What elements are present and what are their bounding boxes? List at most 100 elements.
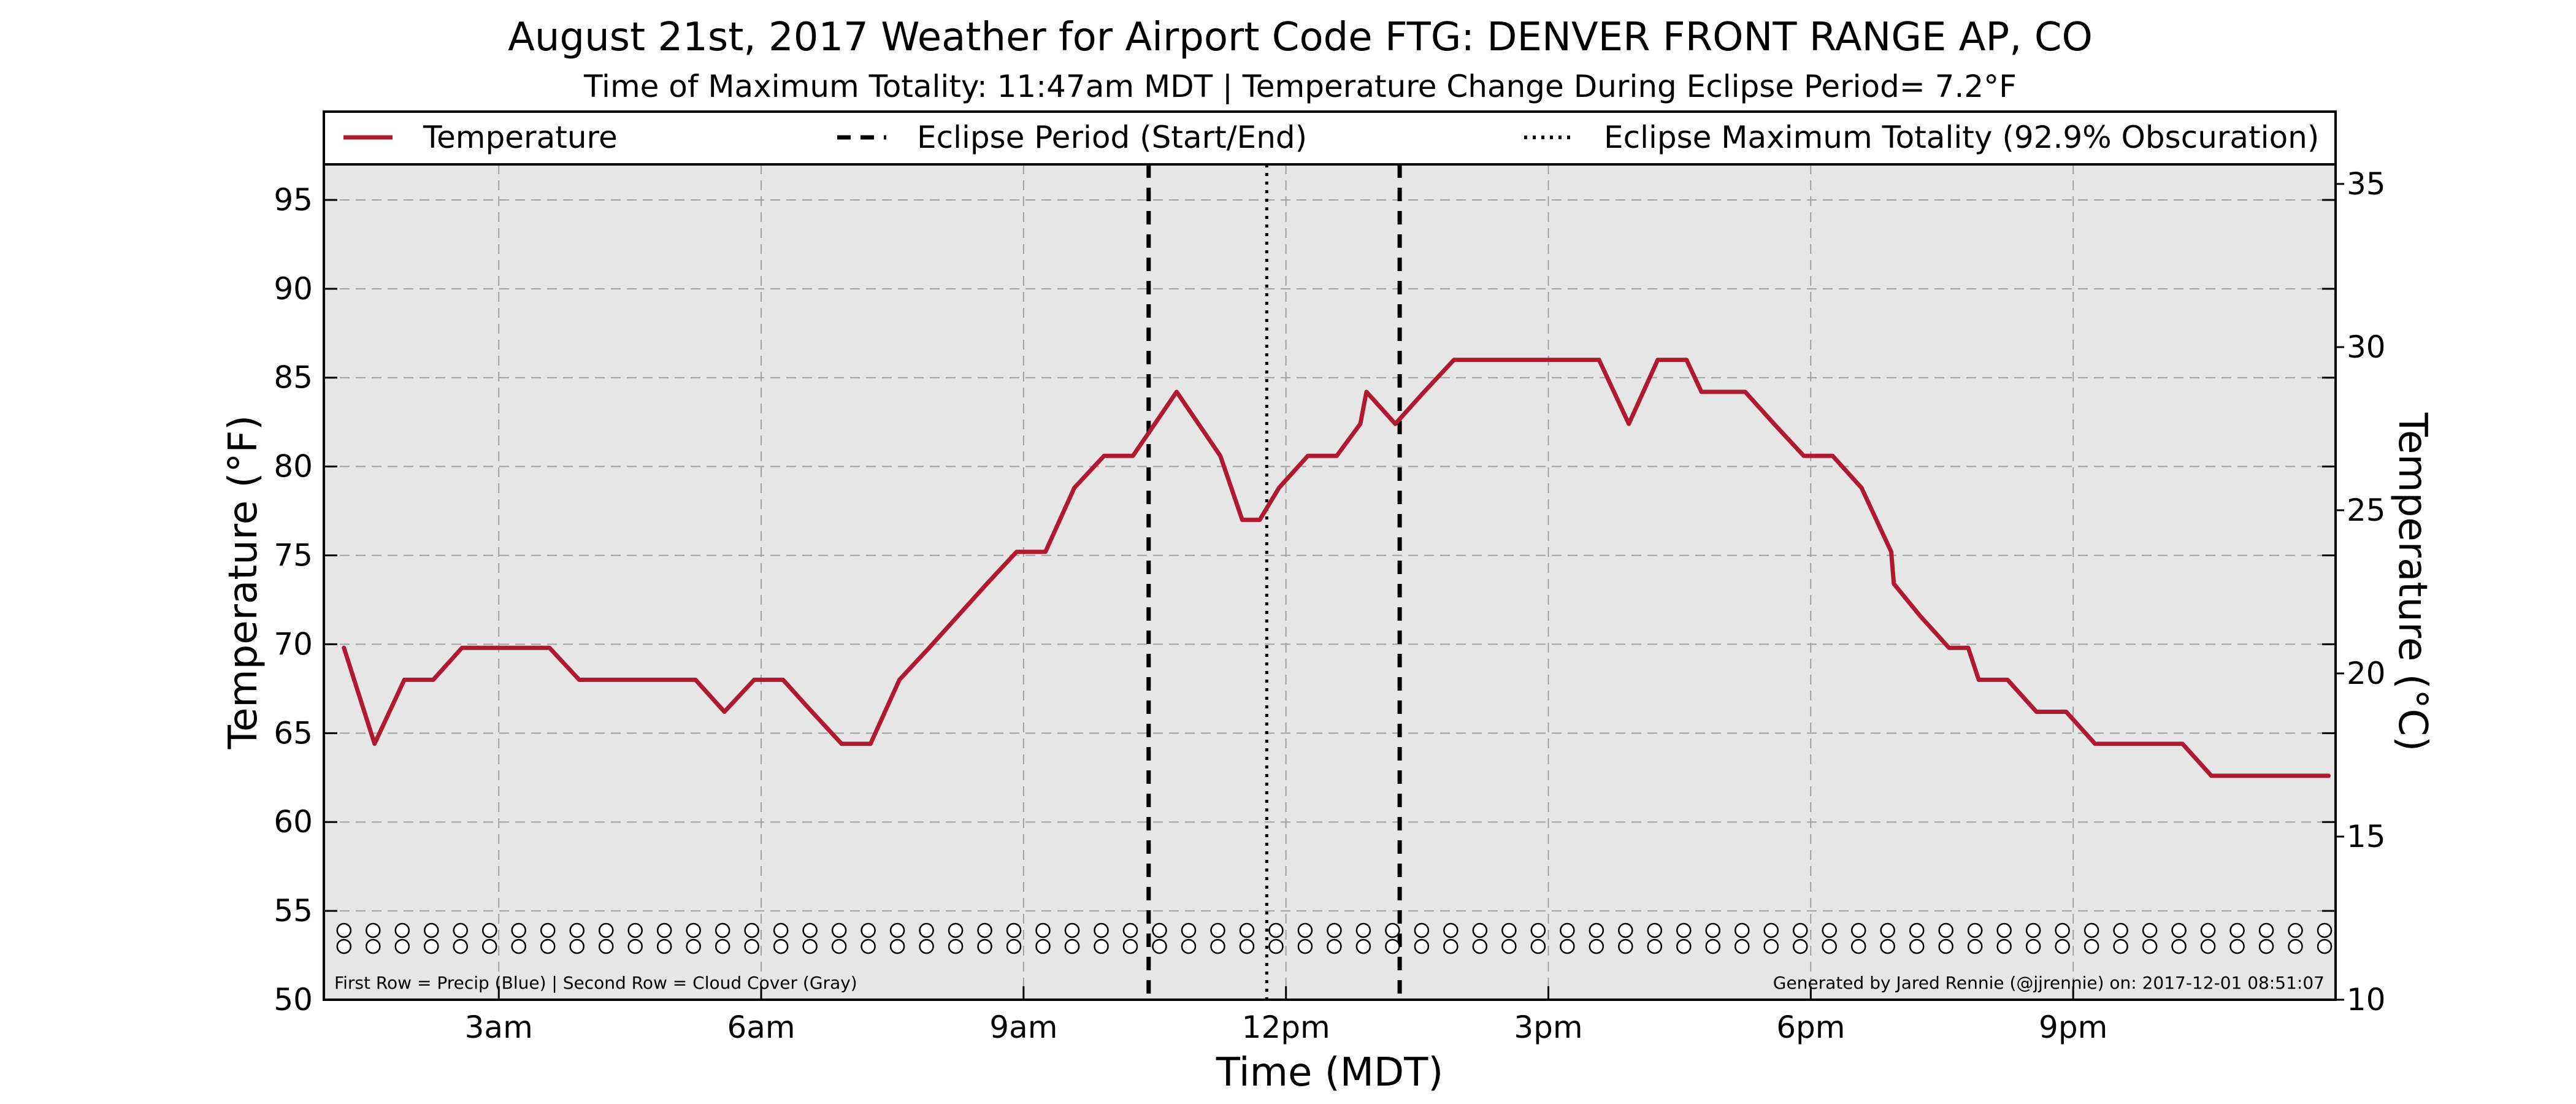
plot-background — [324, 164, 2336, 1000]
cloud-marker — [1268, 938, 1284, 954]
precip-marker — [1006, 922, 1022, 938]
y-tick-label-left: 65 — [274, 715, 313, 751]
x-tick-label: 12pm — [1242, 1010, 1330, 1045]
precip-marker — [773, 922, 789, 938]
cloud-marker — [1355, 938, 1371, 954]
cloud-marker — [919, 938, 934, 954]
y-tick-labels-left: 50 55 60 65 70 75 80 85 90 95 — [274, 182, 313, 1018]
cloud-marker — [453, 938, 469, 954]
precip-marker — [394, 922, 410, 938]
cloud-marker — [977, 938, 992, 954]
legend-eclipse-period: Eclipse Period (Start/End) — [917, 120, 1307, 155]
precip-marker — [1385, 922, 1400, 938]
precip-marker — [1501, 922, 1517, 938]
cloud-marker — [889, 938, 905, 954]
precip-marker — [656, 922, 672, 938]
precip-marker — [2200, 922, 2216, 938]
cloud-marker — [715, 938, 730, 954]
cloud-marker — [2288, 938, 2303, 954]
cloud-marker — [394, 938, 410, 954]
cloud-marker — [2258, 938, 2274, 954]
cloud-marker — [627, 938, 643, 954]
cloud-marker — [366, 938, 381, 954]
cloud-marker — [1181, 938, 1197, 954]
precip-marker — [1880, 922, 1895, 938]
cloud-marker — [2317, 938, 2333, 954]
y-tick-label-right: 20 — [2347, 656, 2386, 691]
precip-marker — [1268, 922, 1284, 938]
y-tick-label-right: 25 — [2347, 493, 2386, 528]
cloud-marker — [2200, 938, 2216, 954]
y-tick-label-left: 80 — [274, 449, 313, 485]
precip-marker — [569, 922, 585, 938]
y-tick-label-left: 95 — [274, 182, 313, 218]
precip-marker — [1297, 922, 1313, 938]
precip-marker — [1327, 922, 1342, 938]
precip-marker — [540, 922, 556, 938]
x-tick-label: 9am — [989, 1010, 1057, 1045]
precip-marker — [1735, 922, 1750, 938]
x-tick-label: 3am — [465, 1010, 533, 1045]
cloud-marker — [2171, 938, 2187, 954]
cloud-marker — [1385, 938, 1400, 954]
cloud-marker — [1210, 938, 1225, 954]
cloud-marker — [1501, 938, 1517, 954]
cloud-marker — [1006, 938, 1022, 954]
precip-marker — [511, 922, 526, 938]
precip-marker — [686, 922, 701, 938]
precip-marker — [1822, 922, 1837, 938]
legend-box — [323, 110, 2337, 166]
cloud-marker — [1850, 938, 1866, 954]
cloud-marker — [686, 938, 701, 954]
cloud-marker — [1443, 938, 1459, 954]
cloud-marker — [1676, 938, 1692, 954]
precip-marker — [1938, 922, 1953, 938]
cloud-marker — [656, 938, 672, 954]
precip-marker — [1996, 922, 2012, 938]
cloud-marker — [481, 938, 497, 954]
precip-marker — [1530, 922, 1546, 938]
precip-marker — [1589, 922, 1604, 938]
cloud-marker — [861, 938, 876, 954]
precip-marker — [627, 922, 643, 938]
grid-lines — [324, 164, 2344, 1001]
chart-subtitle: Time of Maximum Totality: 11:47am MDT | … — [583, 69, 2017, 104]
y-tick-label-left: 90 — [274, 271, 313, 307]
cloud-marker — [540, 938, 556, 954]
cloud-marker — [1705, 938, 1721, 954]
legend-temperature: Temperature — [423, 120, 618, 155]
precip-marker — [366, 922, 381, 938]
x-tick-label: 6am — [727, 1010, 795, 1045]
precip-marker — [1181, 922, 1197, 938]
cloud-marker — [773, 938, 789, 954]
precip-marker — [481, 922, 497, 938]
precip-marker — [424, 922, 439, 938]
x-tick-label: 3pm — [1514, 1010, 1582, 1045]
cloud-marker — [1938, 938, 1953, 954]
precip-marker — [1618, 922, 1633, 938]
y-tick-label-left: 55 — [274, 893, 313, 929]
cloud-marker — [1880, 938, 1895, 954]
cloud-marker — [1472, 938, 1488, 954]
cloud-marker — [1064, 938, 1080, 954]
legend: Temperature Eclipse Period (Start/End) E… — [323, 110, 2337, 166]
x-tick-labels: 3am 6am 9am 12pm 3pm 6pm 9pm — [465, 1010, 2108, 1045]
precip-marker — [2083, 922, 2099, 938]
precip-marker — [1122, 922, 1138, 938]
cloud-marker — [336, 938, 352, 954]
cloud-marker — [511, 938, 526, 954]
precip-marker — [2229, 922, 2245, 938]
precip-marker — [1909, 922, 1925, 938]
precip-marker — [1676, 922, 1692, 938]
precip-marker — [1355, 922, 1371, 938]
cloud-marker — [1035, 938, 1051, 954]
x-tick-label: 9pm — [2039, 1010, 2107, 1045]
precip-marker — [2113, 922, 2128, 938]
precip-marker — [1705, 922, 1721, 938]
precip-marker — [1763, 922, 1779, 938]
cloud-marker — [1735, 938, 1750, 954]
precip-marker — [1094, 922, 1109, 938]
cloud-marker — [2083, 938, 2099, 954]
cloud-marker — [2025, 938, 2041, 954]
credit-note: Generated by Jared Rennie (@jjrennie) on… — [1773, 973, 2325, 993]
